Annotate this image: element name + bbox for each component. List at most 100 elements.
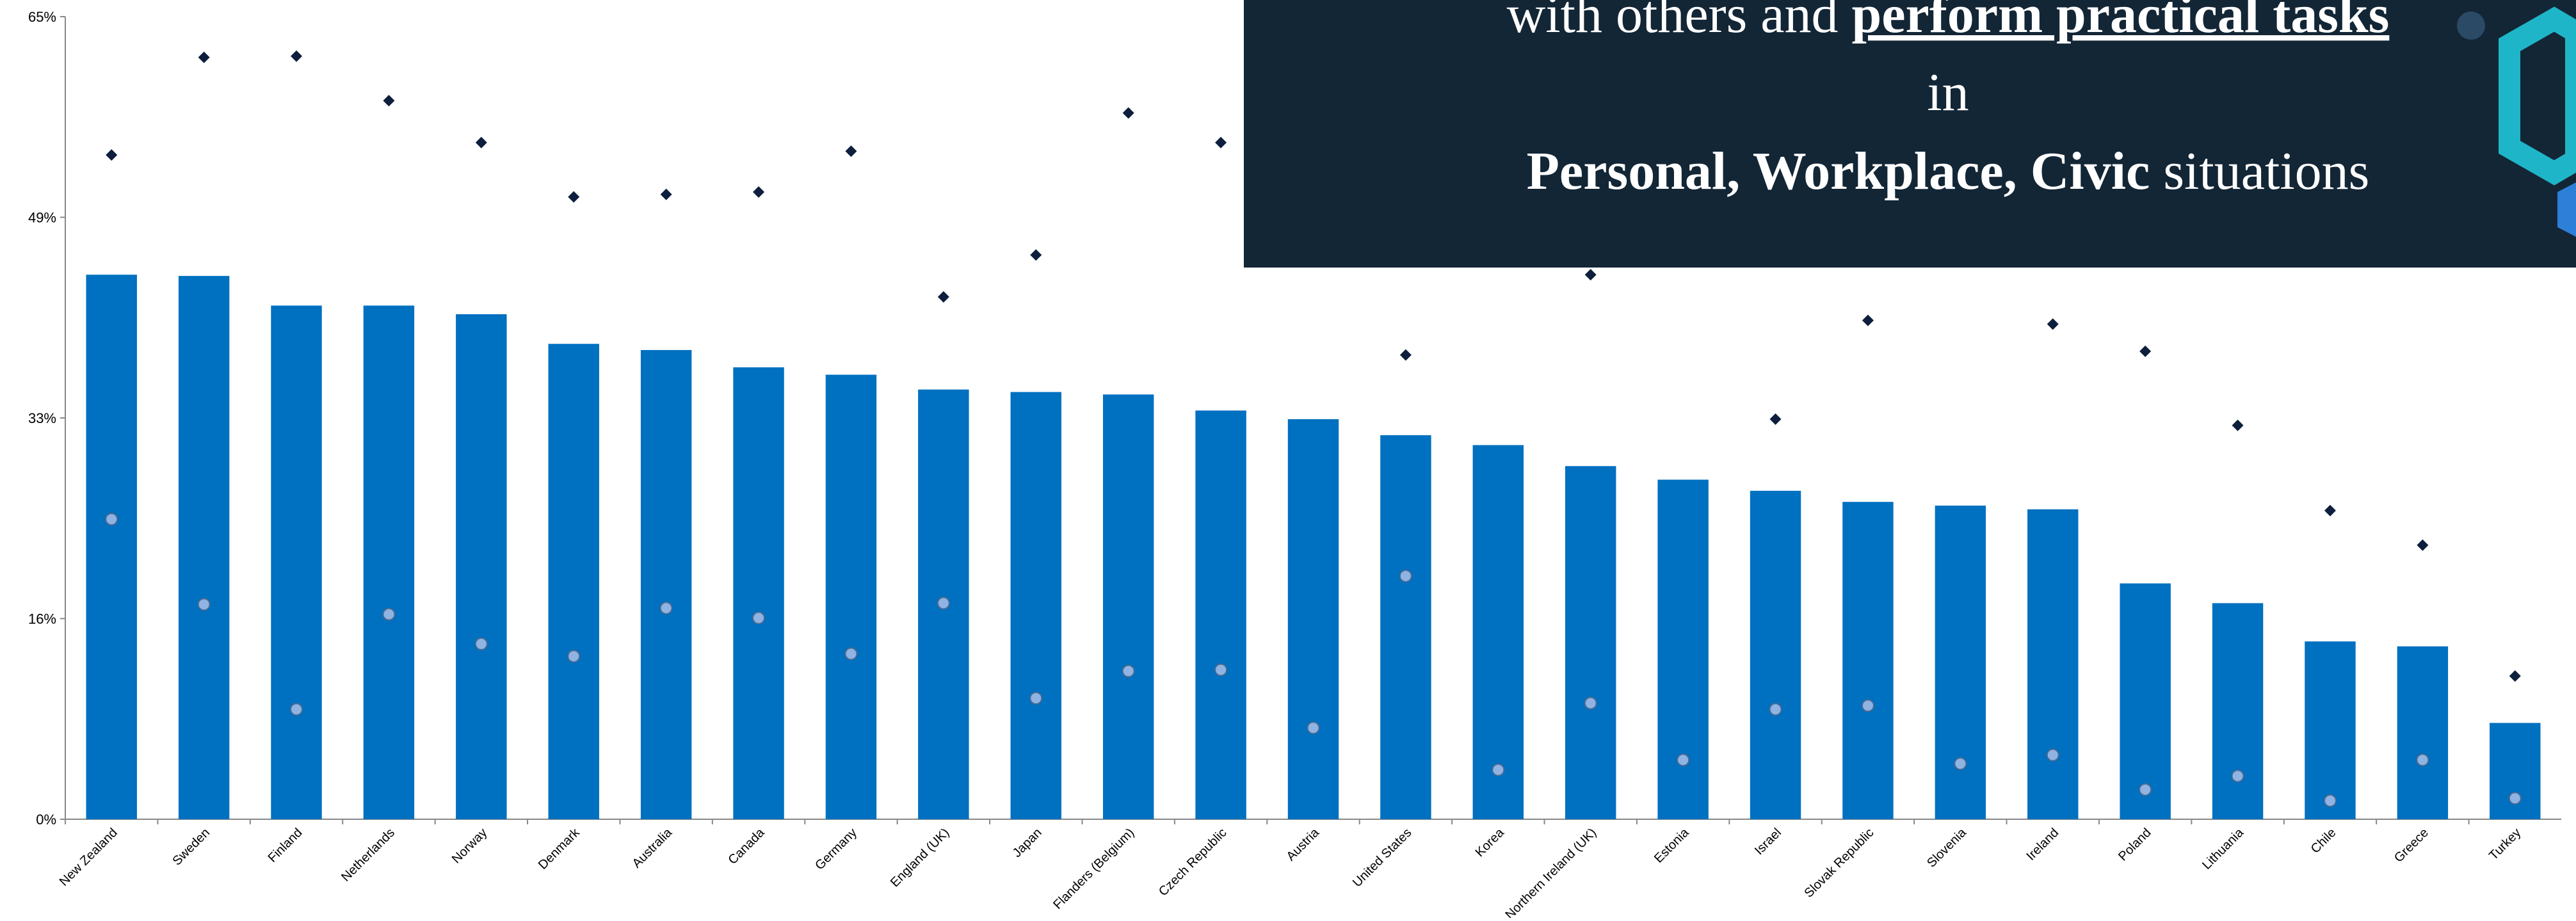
diamond-marker xyxy=(661,189,672,200)
x-tick-label: Czech Republic xyxy=(1156,826,1230,899)
circle-marker xyxy=(1770,703,1782,715)
diamond-marker xyxy=(106,149,117,161)
bar xyxy=(86,275,136,819)
circle-marker xyxy=(476,638,487,650)
circle-marker xyxy=(661,602,672,614)
circle-marker xyxy=(1585,698,1597,709)
circle-marker xyxy=(1677,754,1689,765)
bar xyxy=(2027,509,2078,819)
diamond-marker xyxy=(1862,315,1874,326)
chart: 0%16%33%49%65%New ZealandSwedenFinlandNe… xyxy=(0,0,2576,918)
diamond-marker xyxy=(198,52,210,63)
title-banner: with others and perform practical tasks … xyxy=(1244,0,2576,268)
bar xyxy=(1195,410,1246,819)
diamond-marker xyxy=(1030,249,1042,260)
x-tick-label: Netherlands xyxy=(339,826,398,885)
diamond-marker xyxy=(291,51,302,62)
x-tick-label: Northern Ireland (UK) xyxy=(1503,826,1600,918)
diamond-marker xyxy=(476,137,487,148)
diamond-marker xyxy=(2324,505,2336,517)
x-tick-label: United States xyxy=(1350,826,1414,890)
circle-marker xyxy=(1862,700,1874,712)
x-tick-label: Austria xyxy=(1284,825,1322,863)
circle-marker xyxy=(2047,749,2059,761)
x-tick-label: Finland xyxy=(266,826,305,865)
x-tick-label: Slovenia xyxy=(1924,825,1969,870)
bar xyxy=(1380,435,1431,819)
circle-marker xyxy=(1215,664,1227,676)
circle-marker xyxy=(1123,665,1134,677)
diamond-marker xyxy=(383,95,394,106)
circle-marker xyxy=(1400,570,1412,582)
x-tick-label: England (UK) xyxy=(888,826,952,890)
x-tick-label: Korea xyxy=(1473,825,1508,860)
banner-line: Personal, Workplace, Civic situations xyxy=(1527,141,2370,201)
x-tick-label: Sweden xyxy=(170,826,213,869)
banner-text: situations xyxy=(2150,141,2369,201)
node-icon xyxy=(2457,12,2485,40)
y-tick-label: 49% xyxy=(28,210,56,226)
x-tick-label: Estonia xyxy=(1652,825,1692,865)
circle-marker xyxy=(2509,792,2521,804)
y-tick-label: 16% xyxy=(28,611,56,627)
x-tick-label: New Zealand xyxy=(57,826,120,889)
x-tick-label: Slovak Republic xyxy=(1802,826,1877,901)
x-tick-label: Turkey xyxy=(2486,826,2524,863)
x-tick-label: Ireland xyxy=(2024,826,2061,863)
bar xyxy=(826,374,876,819)
x-tick-label: Australia xyxy=(630,825,675,870)
circle-marker xyxy=(1030,693,1042,704)
bar xyxy=(733,367,784,819)
x-tick-label: Poland xyxy=(2116,826,2154,864)
circle-marker xyxy=(2232,770,2244,781)
y-tick-label: 0% xyxy=(36,812,56,828)
diamond-marker xyxy=(2232,420,2244,431)
x-tick-label: Canada xyxy=(725,825,768,867)
diamond-marker xyxy=(2417,540,2428,551)
bar xyxy=(2212,603,2263,819)
bar xyxy=(2397,646,2448,819)
x-tick-label: Denmark xyxy=(536,825,583,872)
diamond-marker xyxy=(1400,349,1412,361)
circle-marker xyxy=(106,513,117,525)
diamond-marker xyxy=(568,191,579,203)
circle-marker xyxy=(1492,764,1504,776)
diamond-marker xyxy=(1770,413,1782,425)
x-tick-label: Greece xyxy=(2392,826,2431,865)
diamond-marker xyxy=(2509,670,2521,682)
banner-line: in xyxy=(1927,63,1968,122)
banner-text: perform practical tasks xyxy=(1852,0,2390,44)
circle-marker xyxy=(1954,758,1966,769)
diamond-marker xyxy=(2047,318,2059,330)
diamond-marker xyxy=(845,145,857,157)
bar xyxy=(1842,502,1893,819)
bar xyxy=(364,305,414,819)
diamond-marker xyxy=(1585,269,1597,280)
bar xyxy=(1011,392,1061,819)
circle-marker xyxy=(568,650,579,662)
bar xyxy=(271,305,321,819)
circle-marker xyxy=(2324,795,2336,806)
diamond-marker xyxy=(753,186,764,198)
y-tick-label: 33% xyxy=(28,410,56,426)
circle-marker xyxy=(2139,784,2151,796)
banner-text: Personal, Workplace, Civic xyxy=(1527,141,2150,201)
hex-icon xyxy=(2557,182,2576,237)
banner-line: with others and perform practical tasks xyxy=(1507,0,2390,44)
bar xyxy=(1103,394,1154,819)
bar xyxy=(1935,506,1986,819)
x-tick-label: Chile xyxy=(2308,826,2339,856)
x-tick-label: Flanders (Belgium) xyxy=(1051,826,1137,912)
bar xyxy=(1473,445,1524,819)
bar xyxy=(2490,723,2540,819)
x-tick-label: Germany xyxy=(812,826,860,873)
diamond-marker xyxy=(938,291,949,303)
banner-text: with others and xyxy=(1507,0,1852,44)
circle-marker xyxy=(383,609,394,620)
circle-marker xyxy=(938,597,949,609)
bar xyxy=(2305,641,2355,819)
diamond-marker xyxy=(1123,107,1134,118)
circle-marker xyxy=(845,648,857,659)
circle-marker xyxy=(291,703,302,715)
circle-marker xyxy=(198,598,210,610)
